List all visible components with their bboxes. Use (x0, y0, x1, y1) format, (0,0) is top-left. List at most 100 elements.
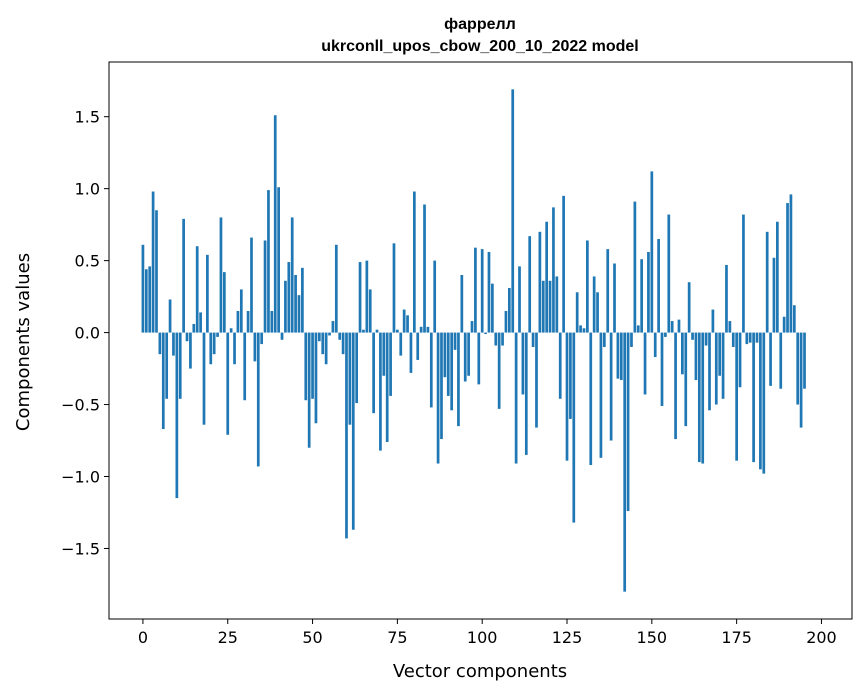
bar-138 (609, 332, 613, 441)
bar-62 (351, 332, 355, 530)
bar-25 (226, 332, 230, 435)
bar-1 (144, 269, 148, 333)
bar-21 (212, 332, 216, 355)
bar-67 (368, 289, 372, 333)
bar-141 (619, 332, 623, 381)
bar-51 (314, 332, 318, 424)
bar-119 (545, 221, 549, 333)
bar-183 (762, 332, 766, 474)
bar-80 (412, 191, 416, 333)
bar-170 (718, 332, 722, 376)
bar-176 (738, 332, 742, 388)
bar-7 (165, 332, 169, 399)
bar-125 (565, 332, 569, 461)
bar-43 (287, 262, 291, 333)
bar-174 (731, 332, 735, 347)
bar-38 (270, 310, 274, 333)
bar-27 (233, 332, 236, 365)
bar-185 (769, 332, 772, 386)
bar-158 (677, 319, 681, 333)
bar-3 (151, 191, 155, 333)
x-tick-label: 150 (637, 628, 668, 647)
bar-93 (457, 332, 460, 427)
bar-17 (199, 312, 202, 333)
bar-83 (423, 204, 426, 333)
bar-140 (616, 332, 620, 379)
bar-12 (182, 218, 185, 333)
bar-19 (206, 254, 209, 333)
x-tick-label: 100 (467, 628, 498, 647)
bar-11 (178, 332, 182, 399)
bar-86 (433, 260, 437, 333)
bar-81 (416, 332, 420, 360)
bar-85 (429, 332, 433, 408)
bar-184 (765, 231, 769, 333)
bar-123 (558, 332, 562, 399)
bar-92 (453, 332, 457, 350)
bar-33 (253, 332, 257, 362)
bar-115 (531, 332, 535, 347)
bar-101 (484, 332, 487, 335)
bar-20 (209, 332, 213, 365)
bar-64 (358, 262, 362, 333)
bar-60 (345, 332, 348, 539)
bar-195 (803, 332, 806, 389)
bar-159 (681, 332, 684, 375)
y-tick-label: −1.0 (61, 468, 100, 487)
bar-193 (796, 332, 800, 405)
bar-55 (328, 332, 331, 336)
bar-5 (158, 332, 162, 355)
x-tick-label: 175 (721, 628, 752, 647)
bar-190 (786, 203, 789, 333)
bar-79 (409, 332, 413, 373)
bar-160 (684, 332, 688, 427)
bar-61 (348, 332, 352, 425)
bar-50 (311, 332, 314, 399)
x-tick-label: 75 (387, 628, 407, 647)
bar-40 (277, 187, 280, 333)
bar-10 (175, 332, 179, 499)
bar-191 (789, 194, 793, 333)
bar-57 (334, 244, 338, 333)
bar-63 (355, 332, 359, 404)
bar-52 (317, 332, 321, 342)
bar-169 (714, 332, 718, 405)
chart-title-line1: фаррелл (444, 16, 516, 33)
bar-127 (572, 332, 576, 523)
bar-73 (389, 332, 392, 396)
bar-14 (189, 332, 192, 369)
bar-100 (480, 249, 484, 333)
bar-107 (504, 310, 508, 333)
bar-102 (487, 251, 491, 333)
bar-132 (589, 332, 593, 465)
bar-72 (385, 332, 389, 442)
bar-77 (402, 309, 406, 333)
bar-178 (745, 332, 749, 345)
bar-35 (260, 332, 264, 345)
bar-96 (467, 332, 470, 376)
x-tick-label: 25 (218, 628, 238, 647)
bar-114 (528, 236, 532, 333)
bar-133 (592, 276, 596, 333)
y-axis-ticks: −1.5 −1.0 −0.5 0.0 0.5 1.0 1.5 (61, 108, 109, 558)
bar-44 (290, 217, 294, 333)
bar-129 (579, 325, 582, 333)
bar-194 (799, 332, 803, 428)
bar-84 (426, 326, 430, 333)
bar-24 (222, 272, 226, 333)
bar-192 (792, 305, 796, 333)
bar-188 (779, 332, 783, 389)
bars-group (141, 89, 806, 592)
bar-48 (304, 332, 308, 401)
y-tick-label: 1.5 (75, 108, 100, 127)
bar-153 (660, 332, 664, 406)
y-tick-label: −1.5 (61, 539, 100, 558)
bar-70 (379, 332, 382, 451)
bar-120 (548, 280, 552, 333)
bar-152 (657, 239, 660, 333)
x-tick-label: 125 (552, 628, 583, 647)
bar-147 (640, 259, 644, 333)
bar-128 (575, 292, 579, 333)
bar-109 (511, 89, 515, 333)
bar-22 (216, 332, 219, 337)
